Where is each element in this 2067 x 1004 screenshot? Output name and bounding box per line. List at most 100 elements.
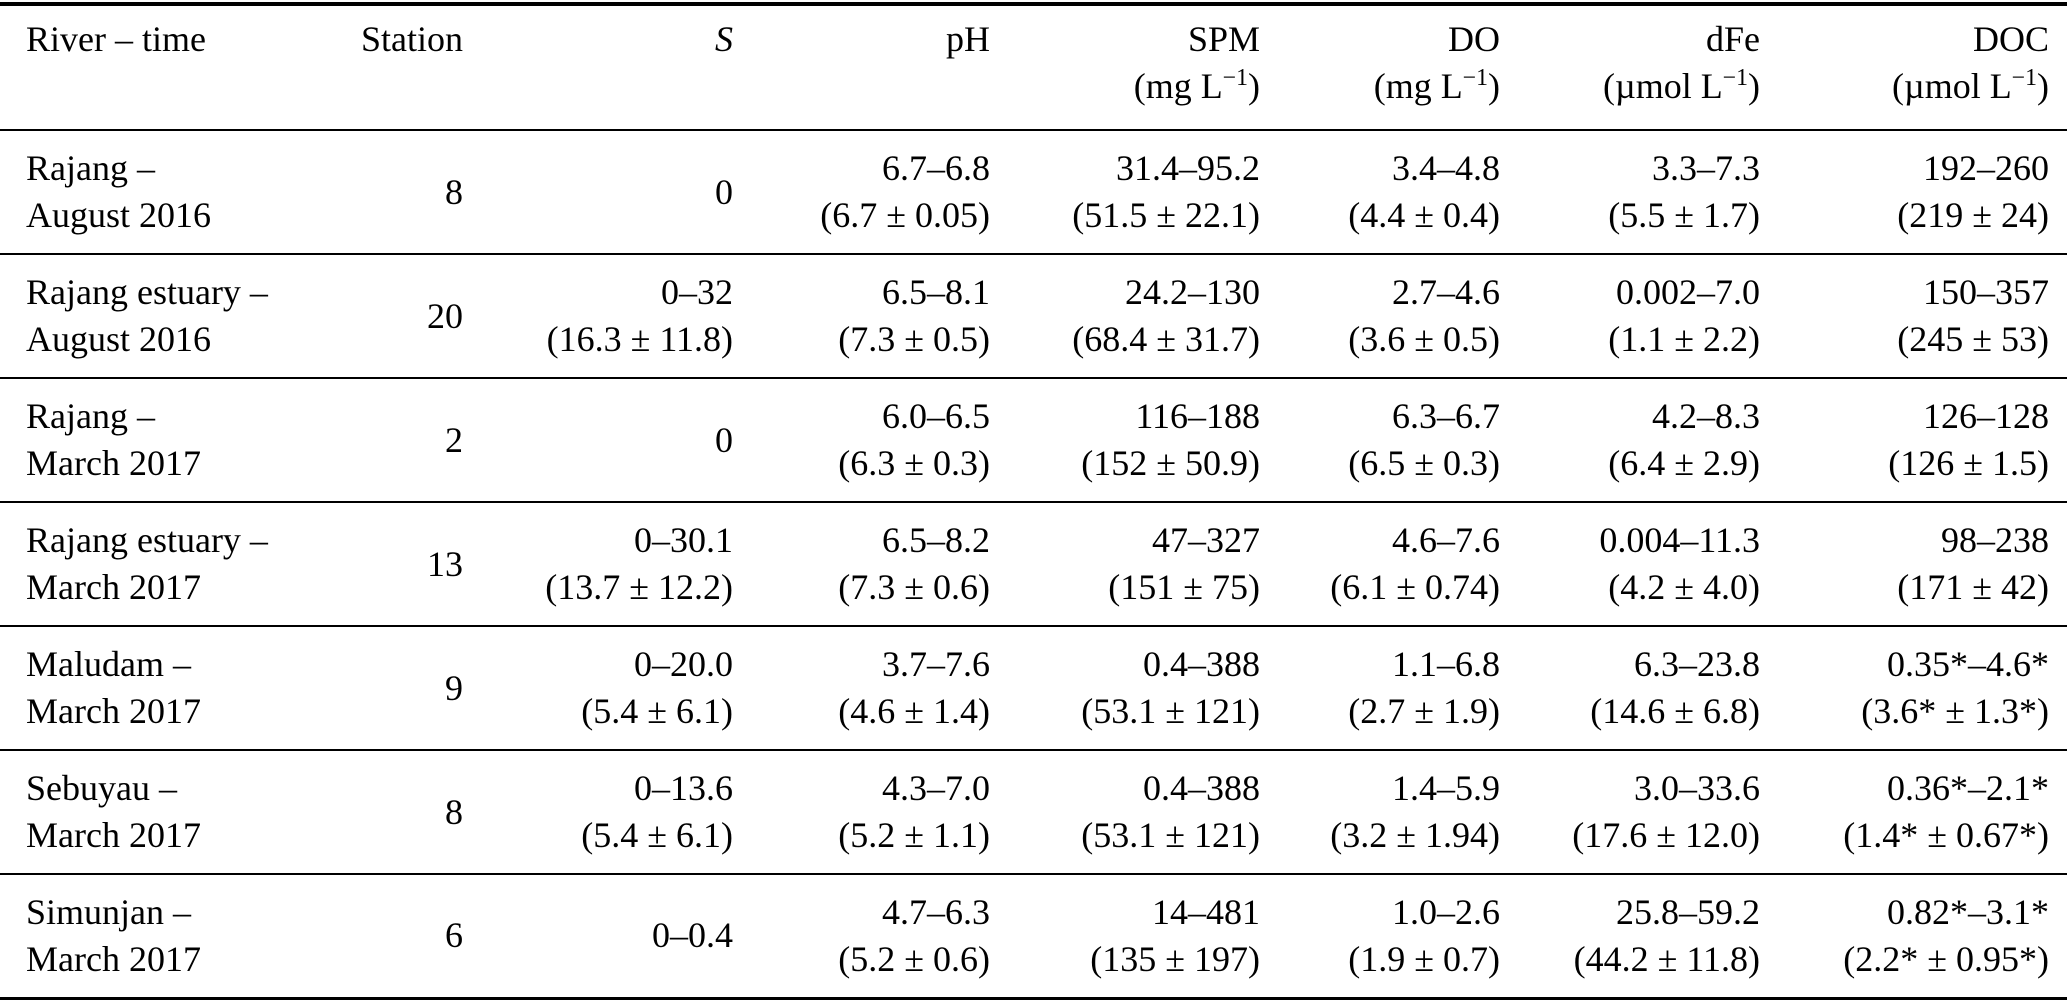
cell-doc: 0.82*–3.1* (2.2* ± 0.95*) [1760,874,2067,998]
cell-spm: 116–188 (152 ± 50.9) [990,378,1260,502]
value-mean: (7.3 ± 0.6) [838,567,990,607]
value-range: 0–20.0 [634,644,733,684]
value-range: 3.0–33.6 [1634,768,1760,808]
cell-dfe: 4.2–8.3 (6.4 ± 2.9) [1500,378,1760,502]
value-range: 6.3–23.8 [1634,644,1760,684]
value-range: 3.3–7.3 [1652,148,1760,188]
value-range: 126–128 [1923,396,2049,436]
cell-do: 3.4–4.8 (4.4 ± 0.4) [1260,130,1500,254]
river-date: March 2017 [26,691,201,731]
cell-dfe: 0.002–7.0 (1.1 ± 2.2) [1500,254,1760,378]
value-mean: (3.6* ± 1.3*) [1861,691,2049,731]
cell-salinity: 0–30.1 (13.7 ± 12.2) [463,502,733,626]
header-label: SPM [1187,19,1260,59]
cell-ph: 6.0–6.5 (6.3 ± 0.3) [733,378,990,502]
value-range: 0 [715,171,733,212]
column-header-do: DO (mg L−1) [1260,4,1500,130]
value-range: 0.36*–2.1* [1887,768,2049,808]
cell-doc: 98–238 (171 ± 42) [1760,502,2067,626]
value-mean: (135 ± 197) [1090,938,1260,979]
value-range: 0–30.1 [634,520,733,560]
value-mean: (1.9 ± 0.7) [1348,938,1500,979]
cell-ph: 6.5–8.1 (7.3 ± 0.5) [733,254,990,378]
column-header-doc: DOC (µmol L−1) [1760,4,2067,130]
value-range: 25.8–59.2 [1616,891,1760,932]
value-mean: (6.7 ± 0.05) [820,195,990,235]
cell-dfe: 6.3–23.8 (14.6 ± 6.8) [1500,626,1760,750]
value-mean: (5.4 ± 6.1) [581,691,733,731]
river-name: Maludam – [26,644,191,684]
value-mean: (152 ± 50.9) [1081,443,1260,483]
column-header-ph: pH [733,4,990,130]
value-range: 192–260 [1923,148,2049,188]
river-date: March 2017 [26,443,201,483]
value-mean: (4.4 ± 0.4) [1348,195,1500,235]
value-range: 0–32 [661,272,733,312]
value-mean: (151 ± 75) [1108,567,1260,607]
header-unit: (mg L−1) [1133,65,1260,106]
header-unit: (mg L−1) [1373,65,1500,106]
header-unit: (µmol L−1) [1602,65,1760,106]
cell-river-time: Rajang – August 2016 [0,130,345,254]
value-range: 116–188 [1135,396,1260,436]
cell-station: 6 [445,915,463,956]
cell-do: 2.7–4.6 (3.6 ± 0.5) [1260,254,1500,378]
value-range: 98–238 [1941,520,2049,560]
value-mean: (2.7 ± 1.9) [1348,691,1500,731]
cell-doc: 0.35*–4.6* (3.6* ± 1.3*) [1760,626,2067,750]
cell-dfe: 3.3–7.3 (5.5 ± 1.7) [1500,130,1760,254]
value-range: 3.4–4.8 [1392,148,1500,188]
cell-doc: 150–357 (245 ± 53) [1760,254,2067,378]
value-range: 6.5–8.2 [882,520,990,560]
table-row: Maludam – March 2017 9 0–20.0 (5.4 ± 6.1… [0,626,2067,750]
cell-salinity: 0–0.4 [463,874,733,998]
value-range: 1.1–6.8 [1392,644,1500,684]
cell-ph: 4.7–6.3 (5.2 ± 0.6) [733,874,990,998]
value-range: 31.4–95.2 [1116,148,1260,188]
cell-ph: 6.5–8.2 (7.3 ± 0.6) [733,502,990,626]
value-mean: (68.4 ± 31.7) [1072,319,1260,359]
value-range: 0.35*–4.6* [1887,644,2049,684]
value-range: 4.3–7.0 [882,768,990,808]
cell-salinity: 0 [463,130,733,254]
cell-doc: 0.36*–2.1* (1.4* ± 0.67*) [1760,750,2067,874]
value-range: 6.3–6.7 [1392,396,1500,436]
column-header-dfe: dFe (µmol L−1) [1500,4,1760,130]
cell-spm: 47–327 (151 ± 75) [990,502,1260,626]
value-mean: (5.4 ± 6.1) [581,815,733,855]
cell-river-time: Simunjan – March 2017 [0,874,345,998]
value-mean: (4.6 ± 1.4) [838,691,990,731]
value-mean: (14.6 ± 6.8) [1590,691,1760,731]
value-range: 6.7–6.8 [882,148,990,188]
cell-spm: 24.2–130 (68.4 ± 31.7) [990,254,1260,378]
value-range: 2.7–4.6 [1392,272,1500,312]
column-header-station: Station [345,4,463,130]
value-range: 4.2–8.3 [1652,396,1760,436]
table-row: Rajang – August 2016 8 0 6.7–6.8 (6.7 ± … [0,130,2067,254]
value-mean: (6.1 ± 0.74) [1330,567,1500,607]
table-row: Simunjan – March 2017 6 0–0.4 4.7–6.3 (5… [0,874,2067,998]
cell-spm: 0.4–388 (53.1 ± 121) [990,750,1260,874]
value-range: 14–481 [1152,891,1260,932]
value-range: 0.4–388 [1143,768,1260,808]
cell-river-time: Rajang – March 2017 [0,378,345,502]
value-mean: (51.5 ± 22.1) [1072,195,1260,235]
value-range: 1.4–5.9 [1392,768,1500,808]
cell-river-time: Rajang estuary – August 2016 [0,254,345,378]
value-mean: (1.4* ± 0.67*) [1843,815,2049,855]
cell-station: 13 [427,543,463,584]
value-mean: (1.1 ± 2.2) [1608,319,1760,359]
cell-do: 1.4–5.9 (3.2 ± 1.94) [1260,750,1500,874]
table-header: River – time Station S pH SPM (mg L−1) D… [0,4,2067,130]
value-mean: (17.6 ± 12.0) [1572,815,1760,855]
cell-ph: 3.7–7.6 (4.6 ± 1.4) [733,626,990,750]
river-date: August 2016 [26,195,212,235]
value-mean: (16.3 ± 11.8) [546,319,733,359]
value-range: 4.6–7.6 [1392,520,1500,560]
cell-doc: 126–128 (126 ± 1.5) [1760,378,2067,502]
river-name: Rajang estuary – [26,272,268,312]
river-name: Rajang – [26,396,155,436]
table-row: Rajang estuary – August 2016 20 0–32 (16… [0,254,2067,378]
header-label: DO [1448,19,1500,59]
